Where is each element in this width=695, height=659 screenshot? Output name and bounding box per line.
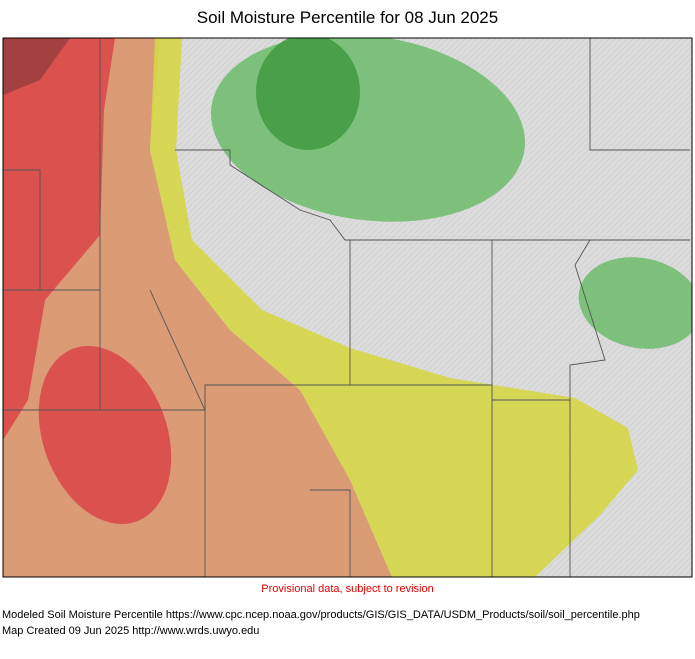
dark-green-zone (256, 38, 360, 150)
map-frame (2, 37, 693, 578)
county-lines (3, 38, 690, 577)
footer-line: Modeled Soil Moisture Percentile https:/… (2, 609, 640, 621)
red-zone (38, 345, 172, 525)
title: Soil Moisture Percentile for 08 Jun 2025 (196, 8, 499, 27)
footer-line: Map Created 09 Jun 2025 http://www.wrds.… (2, 625, 260, 637)
dark-red-zone (3, 38, 70, 95)
notice: Provisional data, subject to revision (261, 583, 434, 595)
green-zone (578, 257, 692, 349)
red-zone (3, 38, 115, 440)
yellow-zone (150, 38, 638, 577)
map-layers (3, 38, 692, 577)
